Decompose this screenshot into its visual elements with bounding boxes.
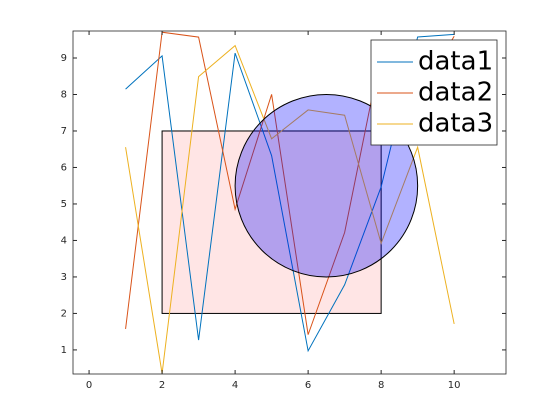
x-tick-label: 0 (86, 380, 92, 391)
legend-label: data3 (418, 109, 493, 139)
y-tick-label: 7 (61, 126, 67, 137)
y-tick-label: 9 (61, 53, 67, 64)
legend-label: data2 (418, 78, 493, 108)
x-tick-label: 4 (232, 380, 238, 391)
x-tick-label: 10 (448, 380, 461, 391)
y-tick-label: 8 (61, 89, 67, 100)
y-tick-label: 6 (61, 162, 67, 173)
rectangle (161, 130, 382, 314)
axes-box (72, 30, 507, 375)
y-tick-label: 3 (61, 272, 67, 283)
y-tick-label: 4 (61, 235, 67, 246)
x-tick-label: 8 (378, 380, 384, 391)
y-tick-label: 5 (61, 199, 67, 210)
y-tick-label: 1 (61, 345, 67, 356)
x-tick-label: 6 (305, 380, 311, 391)
line (125, 44, 455, 374)
x-tick-label: 2 (159, 380, 165, 391)
legend-label: data1 (418, 47, 493, 77)
y-tick-label: 2 (61, 308, 67, 319)
